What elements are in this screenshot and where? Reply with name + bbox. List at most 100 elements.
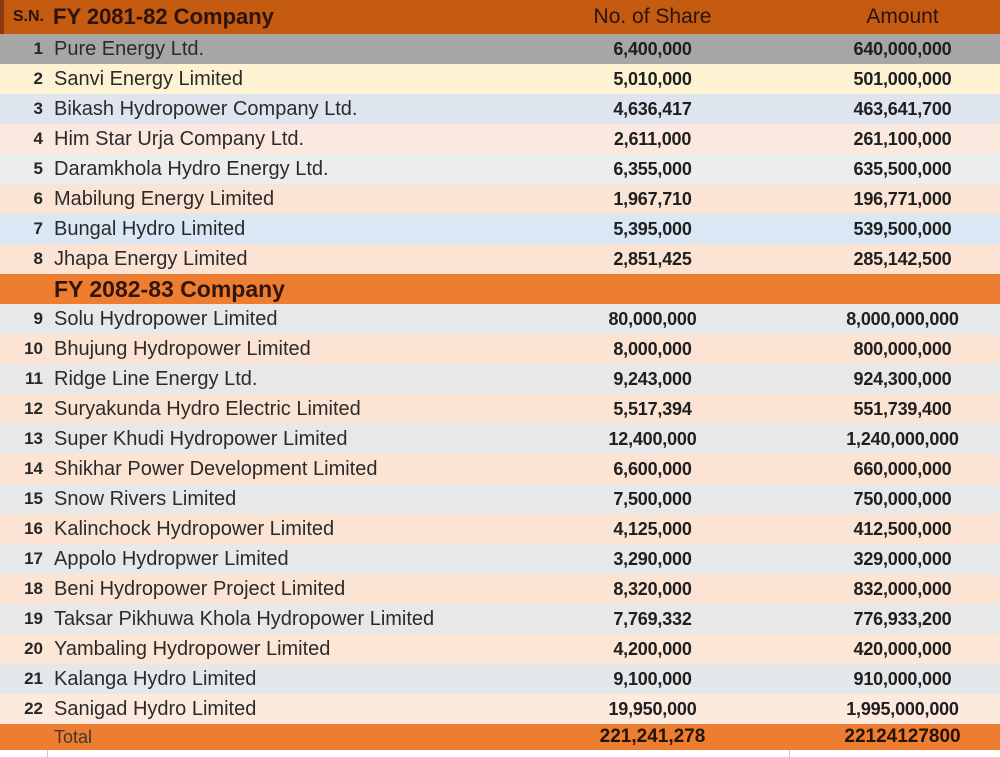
header-sn: S.N. xyxy=(12,8,44,25)
shares-cell: 4,200,000 xyxy=(613,638,692,659)
amount-cell: 196,771,000 xyxy=(853,188,952,209)
table-body: 1 Pure Energy Ltd. 6,400,000 640,000,000… xyxy=(0,34,1000,724)
amount-cell: 924,300,000 xyxy=(853,368,952,389)
shares-cell: 6,400,000 xyxy=(613,38,692,59)
company-cell: Suryakunda Hydro Electric Limited xyxy=(54,397,361,420)
amount-cell: 420,000,000 xyxy=(853,638,952,659)
amount-cell: 261,100,000 xyxy=(853,128,952,149)
amount-cell: 1,240,000,000 xyxy=(846,428,959,449)
amount-cell: 660,000,000 xyxy=(853,458,952,479)
sn-cell: 11 xyxy=(25,369,43,388)
sn-cell: 8 xyxy=(33,249,43,268)
company-cell: Kalinchock Hydropower Limited xyxy=(54,517,335,540)
table-row: 13 Super Khudi Hydropower Limited 12,400… xyxy=(0,424,1000,454)
shares-cell: 19,950,000 xyxy=(608,698,697,719)
table-row: 15 Snow Rivers Limited 7,500,000 750,000… xyxy=(0,484,1000,514)
table-row: 20 Yambaling Hydropower Limited 4,200,00… xyxy=(0,634,1000,664)
amount-cell: 551,739,400 xyxy=(853,398,952,419)
amount-cell: 910,000,000 xyxy=(853,668,952,689)
company-cell: Beni Hydropower Project Limited xyxy=(54,577,346,600)
shares-cell: 9,100,000 xyxy=(613,668,692,689)
gridline xyxy=(789,750,790,757)
sn-cell: 19 xyxy=(24,609,43,628)
shares-cell: 6,355,000 xyxy=(613,158,692,179)
shares-cell: 80,000,000 xyxy=(608,308,697,329)
table-row: 8 Jhapa Energy Limited 2,851,425 285,142… xyxy=(0,244,1000,274)
table-row: 19 Taksar Pikhuwa Khola Hydropower Limit… xyxy=(0,604,1000,634)
header-no-of-share: No. of Share xyxy=(593,5,712,28)
sn-cell: 13 xyxy=(24,429,43,448)
total-row: Total 221,241,278 22124127800 xyxy=(0,724,1000,750)
sn-cell: 6 xyxy=(33,189,43,208)
shares-cell: 9,243,000 xyxy=(613,368,692,389)
company-cell: Solu Hydropower Limited xyxy=(54,307,278,330)
table-row: 7 Bungal Hydro Limited 5,395,000 539,500… xyxy=(0,214,1000,244)
sn-cell: 22 xyxy=(24,699,43,718)
amount-cell: 412,500,000 xyxy=(853,518,952,539)
amount-cell: 539,500,000 xyxy=(853,218,952,239)
table-row: 18 Beni Hydropower Project Limited 8,320… xyxy=(0,574,1000,604)
table-row: 17 Appolo Hydropwer Limited 3,290,000 32… xyxy=(0,544,1000,574)
amount-cell: 329,000,000 xyxy=(853,548,952,569)
shares-cell: 5,010,000 xyxy=(613,68,692,89)
table-row: 10 Bhujung Hydropower Limited 8,000,000 … xyxy=(0,334,1000,364)
company-cell: Kalanga Hydro Limited xyxy=(54,667,257,690)
shares-cell: 5,395,000 xyxy=(613,218,692,239)
company-cell: Shikhar Power Development Limited xyxy=(54,457,378,480)
company-cell: Ridge Line Energy Ltd. xyxy=(54,367,258,390)
company-cell: Bikash Hydropower Company Ltd. xyxy=(54,97,358,120)
total-label: Total xyxy=(54,726,93,747)
company-cell: Sanigad Hydro Limited xyxy=(54,697,257,720)
sn-cell: 10 xyxy=(24,339,43,358)
sn-cell: 7 xyxy=(33,219,43,238)
sn-cell: 12 xyxy=(24,399,43,418)
table-row: 12 Suryakunda Hydro Electric Limited 5,5… xyxy=(0,394,1000,424)
table-row: 6 Mabilung Energy Limited 1,967,710 196,… xyxy=(0,184,1000,214)
table-row: 2 Sanvi Energy Limited 5,010,000 501,000… xyxy=(0,64,1000,94)
amount-cell: 750,000,000 xyxy=(853,488,952,509)
shares-cell: 7,769,332 xyxy=(613,608,692,629)
company-cell: Appolo Hydropwer Limited xyxy=(54,547,289,570)
amount-cell: 800,000,000 xyxy=(853,338,952,359)
shares-cell: 5,517,394 xyxy=(613,398,692,419)
table-row: 3 Bikash Hydropower Company Ltd. 4,636,4… xyxy=(0,94,1000,124)
header-company-fy-2081-82: FY 2081-82 Company xyxy=(53,4,274,29)
shares-cell: 7,500,000 xyxy=(613,488,692,509)
company-cell: Daramkhola Hydro Energy Ltd. xyxy=(54,157,329,180)
shares-cell: 3,290,000 xyxy=(613,548,692,569)
company-cell: Bungal Hydro Limited xyxy=(54,217,246,240)
table-row: 9 Solu Hydropower Limited 80,000,000 8,0… xyxy=(0,304,1000,334)
sn-cell: 21 xyxy=(24,669,43,688)
shares-cell: 2,611,000 xyxy=(613,128,692,149)
company-cell: Super Khudi Hydropower Limited xyxy=(54,427,348,450)
sn-cell: 2 xyxy=(33,69,43,88)
sn-cell: 4 xyxy=(33,129,43,148)
company-cell: Bhujung Hydropower Limited xyxy=(54,337,311,360)
table-row: 16 Kalinchock Hydropower Limited 4,125,0… xyxy=(0,514,1000,544)
shares-cell: 12,400,000 xyxy=(608,428,697,449)
table-row: 1 Pure Energy Ltd. 6,400,000 640,000,000 xyxy=(0,34,1000,64)
shares-cell: 8,000,000 xyxy=(613,338,692,359)
total-amount-value: 22124127800 xyxy=(844,726,961,747)
sn-cell: 17 xyxy=(24,549,43,568)
section-title: FY 2082-83 Company xyxy=(54,275,285,302)
shares-cell: 2,851,425 xyxy=(613,248,692,269)
shares-cell: 6,600,000 xyxy=(613,458,692,479)
company-cell: Mabilung Energy Limited xyxy=(54,187,275,210)
amount-cell: 832,000,000 xyxy=(853,578,952,599)
shares-cell: 4,125,000 xyxy=(613,518,692,539)
amount-cell: 8,000,000,000 xyxy=(846,308,959,329)
sn-cell: 3 xyxy=(33,99,43,118)
table-row: 5 Daramkhola Hydro Energy Ltd. 6,355,000… xyxy=(0,154,1000,184)
company-cell: Jhapa Energy Limited xyxy=(54,247,248,270)
company-cell: Him Star Urja Company Ltd. xyxy=(54,127,305,150)
amount-cell: 501,000,000 xyxy=(853,68,952,89)
table-row: 11 Ridge Line Energy Ltd. 9,243,000 924,… xyxy=(0,364,1000,394)
company-cell: Sanvi Energy Limited xyxy=(54,67,243,90)
table-row: 4 Him Star Urja Company Ltd. 2,611,000 2… xyxy=(0,124,1000,154)
sn-cell: 5 xyxy=(33,159,43,178)
amount-cell: 463,641,700 xyxy=(853,98,952,119)
sn-cell: 20 xyxy=(24,639,43,658)
amount-cell: 1,995,000,000 xyxy=(846,698,959,719)
